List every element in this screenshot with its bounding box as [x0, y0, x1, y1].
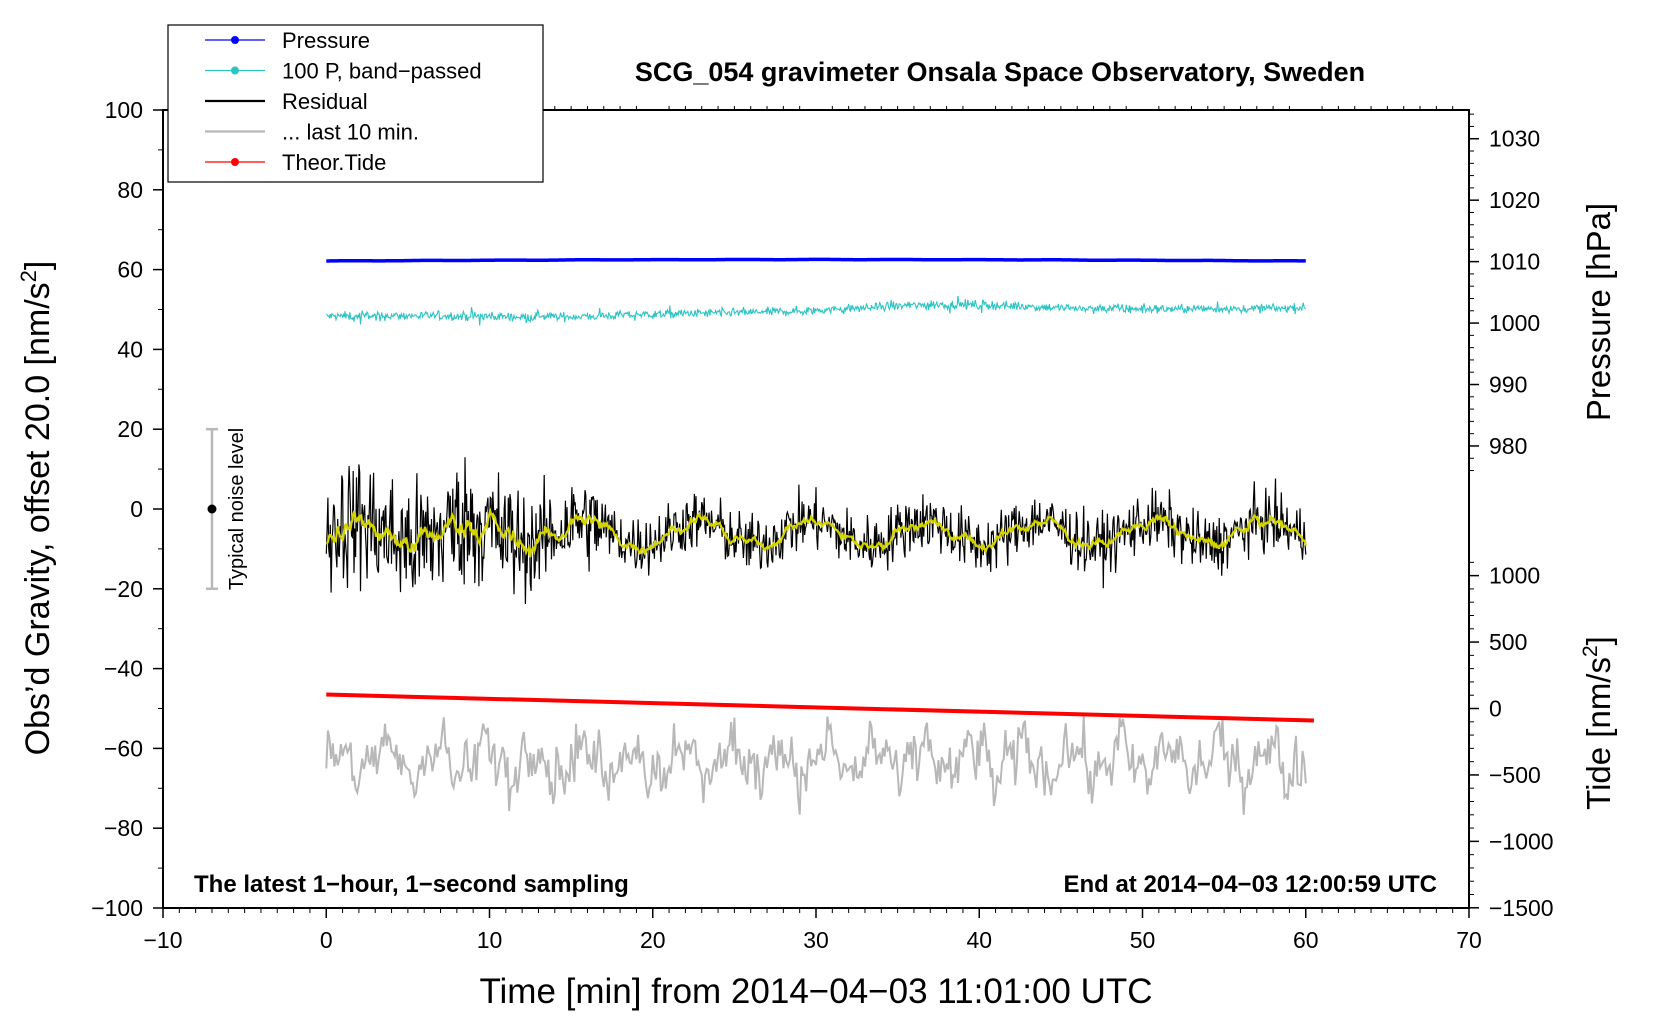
tide-tick-label: 0	[1489, 696, 1502, 722]
legend-marker	[231, 66, 239, 75]
series-last-10-min	[325, 716, 1307, 815]
x-axis: −10 0 10 20 30 40 50 60 70	[143, 106, 1482, 953]
legend-box	[167, 24, 544, 183]
annotation-end-time: End at 2014−04−03 12:00:59 UTC	[1063, 871, 1437, 898]
tide-tick-label: 500	[1489, 629, 1527, 655]
x-tick-label: 60	[1293, 927, 1319, 953]
x-tick-label: 30	[803, 927, 829, 953]
legend-marker	[231, 158, 239, 166]
y-tick-label: 20	[117, 416, 143, 442]
y-tick-label: 60	[117, 257, 143, 283]
pressure-tick-label: 990	[1489, 372, 1527, 398]
y-axis-gravity: −100 −80 −60 −40 −20 0 20 40 60 80 100	[91, 97, 163, 921]
noise-indicator: Typical noise level	[205, 428, 248, 590]
pressure-tick-label: 1000	[1489, 310, 1540, 336]
legend-label: Residual	[282, 89, 368, 114]
y-tick-label: −20	[104, 576, 143, 602]
pressure-tick-label: 980	[1489, 433, 1527, 459]
tide-tick-label: −1000	[1489, 828, 1554, 854]
legend-label: Pressure	[282, 28, 370, 53]
series-pressure	[326, 257, 1306, 263]
series-residual	[325, 457, 1307, 605]
y-tick-label: −40	[104, 656, 143, 682]
tide-tick-label: −500	[1489, 762, 1541, 788]
series-band-passed	[325, 295, 1307, 326]
noise-center-dot	[207, 504, 217, 514]
series-layer	[325, 257, 1314, 815]
series-residual-smoothed	[326, 507, 1307, 558]
tide-tick-label: −1500	[1489, 895, 1554, 921]
legend-marker	[231, 36, 239, 44]
x-tick-label: 50	[1130, 927, 1156, 953]
y-tick-label: 40	[117, 336, 143, 362]
y-axis-label-tide: Tide [nm/s2]	[1579, 636, 1617, 810]
series-theor-tide	[326, 692, 1314, 723]
x-tick-label: 10	[477, 927, 503, 953]
x-tick-label: 40	[966, 927, 992, 953]
y-axis-pressure: 980 990 1000 1010 1020 1030	[1469, 113, 1540, 472]
y-axis-label-gravity: Obs’d Gravity, offset 20.0 [nm/s2]	[16, 261, 57, 756]
tide-tick-label: 1000	[1489, 563, 1540, 589]
y-tick-label: 80	[117, 177, 143, 203]
y-tick-label: 100	[105, 97, 143, 123]
x-tick-label: 70	[1456, 927, 1482, 953]
pressure-tick-label: 1010	[1489, 249, 1540, 275]
noise-label: Typical noise level	[226, 428, 248, 590]
legend-label: 100 P, band−passed	[282, 59, 482, 84]
annotation-sampling: The latest 1−hour, 1−second sampling	[194, 871, 629, 898]
pressure-tick-label: 1020	[1489, 187, 1540, 213]
y-tick-label: −80	[104, 815, 143, 841]
x-axis-label: Time [min] from 2014−04−03 11:01:00 UTC	[479, 972, 1152, 1011]
legend-label: ... last 10 min.	[282, 120, 419, 145]
x-tick-label: 0	[320, 927, 333, 953]
y-tick-label: −100	[91, 895, 143, 921]
pressure-tick-label: 1030	[1489, 126, 1540, 152]
y-tick-label: 0	[130, 496, 143, 522]
legend: Pressure 100 P, band−passed Residual ... la…	[167, 24, 544, 183]
y-axis-label-pressure: Pressure [hPa]	[1580, 203, 1617, 421]
y-tick-label: −60	[104, 735, 143, 761]
legend-label: Theor.Tide	[282, 150, 386, 175]
x-tick-label: −10	[143, 927, 182, 953]
y-axis-tide: −1500 −1000 −500 0 500 1000	[1469, 561, 1554, 921]
chart-title: SCG_054 gravimeter Onsala Space Observat…	[635, 57, 1365, 87]
x-tick-label: 20	[640, 927, 666, 953]
